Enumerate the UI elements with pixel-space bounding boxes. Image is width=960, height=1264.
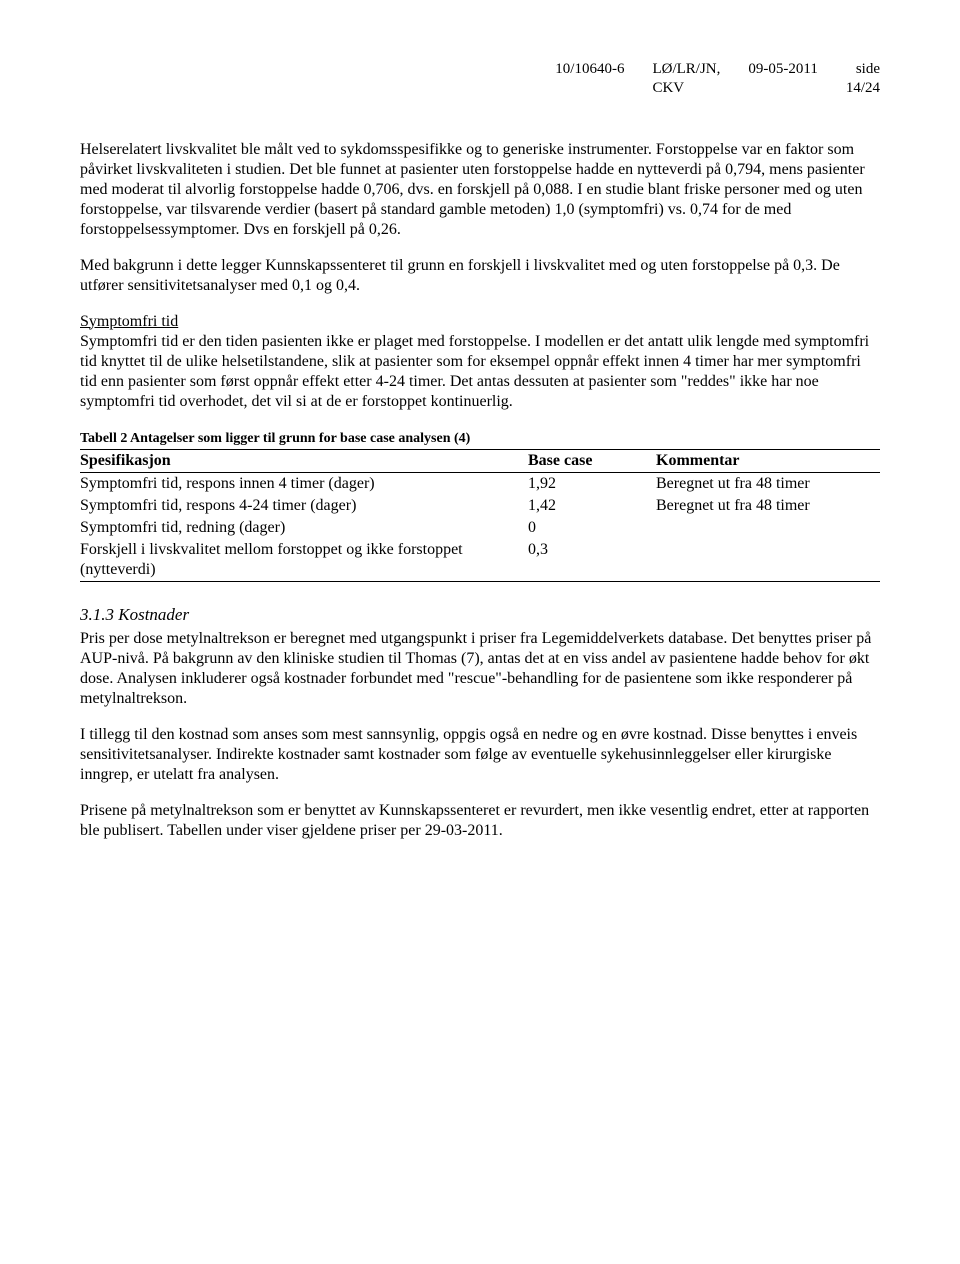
- table-header-cell: Base case: [528, 450, 656, 473]
- header-codes: LØ/LR/JN, CKV: [624, 60, 720, 98]
- table-row: Symptomfri tid, respons 4-24 timer (dage…: [80, 495, 880, 517]
- subsection-heading: 3.1.3 Kostnader: [80, 604, 880, 625]
- table-row: Forskjell i livskvalitet mellom forstopp…: [80, 539, 880, 582]
- table-row: Symptomfri tid, redning (dager) 0: [80, 517, 880, 539]
- assumptions-table: Spesifikasjon Base case Kommentar Sympto…: [80, 449, 880, 582]
- table-cell: 1,92: [528, 473, 656, 496]
- paragraph: Pris per dose metylnaltrekson er beregne…: [80, 629, 880, 709]
- table-cell: Symptomfri tid, respons 4-24 timer (dage…: [80, 495, 528, 517]
- table-caption: Tabell 2 Antagelser som ligger til grunn…: [80, 430, 880, 448]
- spacer: [80, 104, 880, 140]
- paragraph: I tillegg til den kostnad som anses som …: [80, 725, 880, 785]
- table-header-cell: Kommentar: [656, 450, 880, 473]
- table-row: Symptomfri tid, respons innen 4 timer (d…: [80, 473, 880, 496]
- paragraph: Helserelatert livskvalitet ble målt ved …: [80, 140, 880, 240]
- table-cell: 0,3: [528, 539, 656, 582]
- table-cell: 1,42: [528, 495, 656, 517]
- table-cell: Symptomfri tid, redning (dager): [80, 517, 528, 539]
- table-cell: [656, 517, 880, 539]
- section-heading: Symptomfri tid: [80, 312, 880, 332]
- table-cell: Forskjell i livskvalitet mellom forstopp…: [80, 539, 528, 582]
- header-docnum: 10/10640-6: [527, 60, 624, 98]
- paragraph: Med bakgrunn i dette legger Kunnskapssen…: [80, 256, 880, 296]
- paragraph: Symptomfri tid er den tiden pasienten ik…: [80, 332, 880, 412]
- table-cell: Symptomfri tid, respons innen 4 timer (d…: [80, 473, 528, 496]
- header-date: 09-05-2011: [720, 60, 817, 98]
- paragraph: Prisene på metylnaltrekson som er benytt…: [80, 801, 880, 841]
- table-header-row: Spesifikasjon Base case Kommentar: [80, 450, 880, 473]
- table-cell: Beregnet ut fra 48 timer: [656, 495, 880, 517]
- table-header-cell: Spesifikasjon: [80, 450, 528, 473]
- page-header: 10/10640-6 LØ/LR/JN, CKV 09-05-2011 side…: [80, 60, 880, 98]
- table-cell: Beregnet ut fra 48 timer: [656, 473, 880, 496]
- table-cell: [656, 539, 880, 582]
- table-cell: 0: [528, 517, 656, 539]
- header-page: side 14/24: [818, 60, 880, 98]
